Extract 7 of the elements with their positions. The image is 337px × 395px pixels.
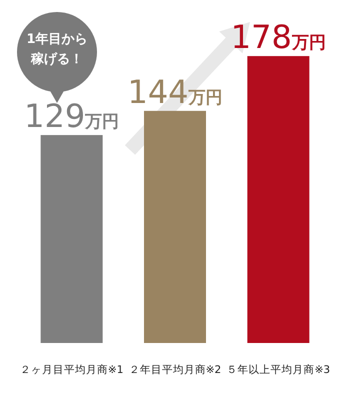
x-tick-label: ２ヶ月目平均月商※1 [20,363,124,376]
x-tick-label: ５年以上平均月商※3 [226,363,330,376]
x-tick-label: ２年目平均月商※2 [128,363,222,376]
data-label: 129万円 [24,97,120,136]
data-label: 144万円 [127,72,223,111]
data-label: 178万円 [230,18,326,56]
annotation: 1年目から稼げる！ [26,31,88,69]
